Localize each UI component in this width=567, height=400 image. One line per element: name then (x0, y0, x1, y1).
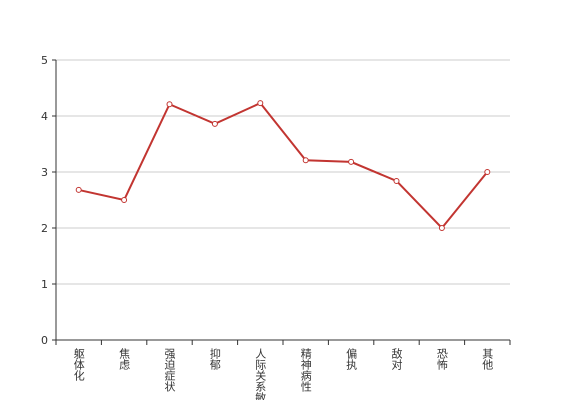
point (166, 101, 173, 108)
y-tick-label: 4 (41, 110, 48, 123)
y-tick-label: 5 (41, 54, 48, 67)
y-tick-label: 1 (41, 278, 48, 291)
y-tick-label: 2 (41, 222, 48, 235)
line (78, 101, 489, 230)
point (121, 197, 128, 203)
x-tick-label: 强迫症状 (163, 348, 176, 392)
x-tick-label: 其他 (481, 348, 494, 370)
point (393, 177, 400, 184)
x-tick-label: 偏执 (345, 347, 358, 371)
point (438, 225, 445, 231)
x-tick-label: 敌对 (390, 347, 403, 370)
x-tick-label: 恐怖 (435, 348, 448, 370)
point (484, 169, 491, 175)
point (348, 158, 355, 165)
x-tick-label: 焦虑 (118, 348, 131, 370)
x-tick-label: 人际关系敏感 (254, 348, 267, 400)
x-tick-label: 抑郁 (208, 347, 221, 370)
point (302, 157, 309, 164)
point (75, 186, 82, 193)
point (257, 100, 264, 107)
y-tick-label: 3 (41, 166, 48, 179)
point (211, 120, 218, 127)
y-tick-label: 0 (41, 334, 48, 347)
x-tick-label: 躯体化 (72, 348, 85, 382)
x-tick-label: 精神病性 (299, 348, 312, 393)
